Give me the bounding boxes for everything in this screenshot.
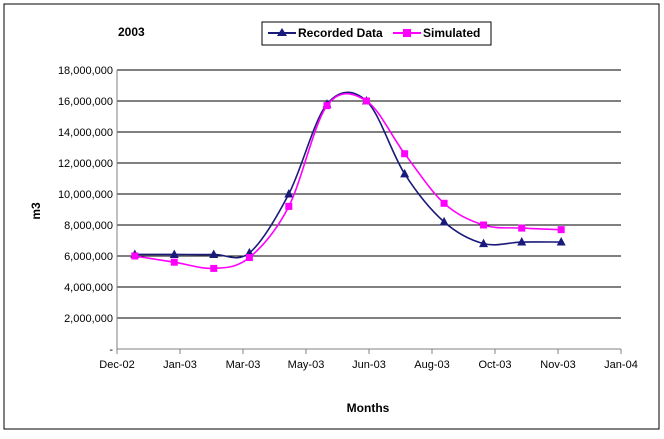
data-point-recorded [209, 249, 219, 258]
legend: Recorded Data Simulated [261, 21, 492, 46]
data-point-simulated [362, 97, 370, 105]
chart-title: 2003 [118, 25, 145, 39]
x-tick-label: Dec-02 [99, 359, 134, 371]
data-point-simulated [131, 252, 139, 260]
y-tick-label: 10,000,000 [58, 189, 113, 201]
gridlines [117, 69, 621, 319]
data-point-simulated [518, 224, 526, 232]
y-tick-label: 8,000,000 [64, 220, 113, 232]
data-point-recorded [517, 237, 527, 246]
y-tick-labels: - 2,000,000 4,000,000 6,000,000 8,000,000 10,… [58, 65, 113, 356]
y-tick-label: - [109, 344, 113, 356]
data-point-recorded [400, 168, 410, 178]
data-point-recorded [556, 237, 566, 246]
data-point-simulated [557, 226, 565, 234]
x-tick-label: Jan-04 [604, 359, 638, 371]
legend-label-simulated: Simulated [423, 26, 480, 40]
series-layer [130, 91, 566, 272]
data-point-simulated [480, 221, 488, 229]
x-tick-labels: Dec-02 Jan-03 Mar-03 May-03 Jun-03 Aug-03 Oct-… [99, 359, 638, 371]
x-tick-label: Jan-03 [163, 359, 197, 371]
y-tick-label: 4,000,000 [64, 282, 113, 294]
legend-label-recorded: Recorded Data [298, 26, 383, 40]
x-tick-label: Oct-03 [478, 359, 511, 371]
x-tick-label: May-03 [288, 359, 325, 371]
y-tick-label: 12,000,000 [58, 158, 113, 170]
legend-marker-simulated [403, 29, 411, 37]
y-tick-label: 6,000,000 [64, 251, 113, 263]
data-point-simulated [170, 258, 178, 266]
data-point-simulated [210, 264, 218, 272]
y-tick-label: 16,000,000 [58, 96, 113, 108]
data-point-simulated [440, 199, 448, 207]
x-axis-label: Months [347, 401, 390, 415]
x-tick-label: Aug-03 [414, 359, 449, 371]
data-point-recorded [284, 189, 294, 198]
y-tick-label: 14,000,000 [58, 127, 113, 139]
x-tick-label: Mar-03 [226, 359, 261, 371]
y-tick-label: 18,000,000 [58, 65, 113, 77]
legend-marker-recorded [277, 28, 287, 36]
data-point-simulated [401, 150, 409, 158]
chart-border [3, 3, 660, 430]
x-tick-label: Jun-03 [352, 359, 386, 371]
y-axis-label: m3 [29, 202, 43, 220]
axes [116, 70, 622, 354]
data-point-simulated [245, 254, 253, 262]
legend-box [261, 21, 492, 46]
data-point-simulated [285, 202, 293, 210]
x-tick-label: Nov-03 [540, 359, 575, 371]
data-point-recorded [439, 216, 449, 226]
data-point-simulated [323, 102, 331, 110]
y-tick-label: 2,000,000 [64, 313, 113, 325]
data-point-recorded [169, 249, 179, 258]
data-point-recorded [479, 238, 489, 248]
